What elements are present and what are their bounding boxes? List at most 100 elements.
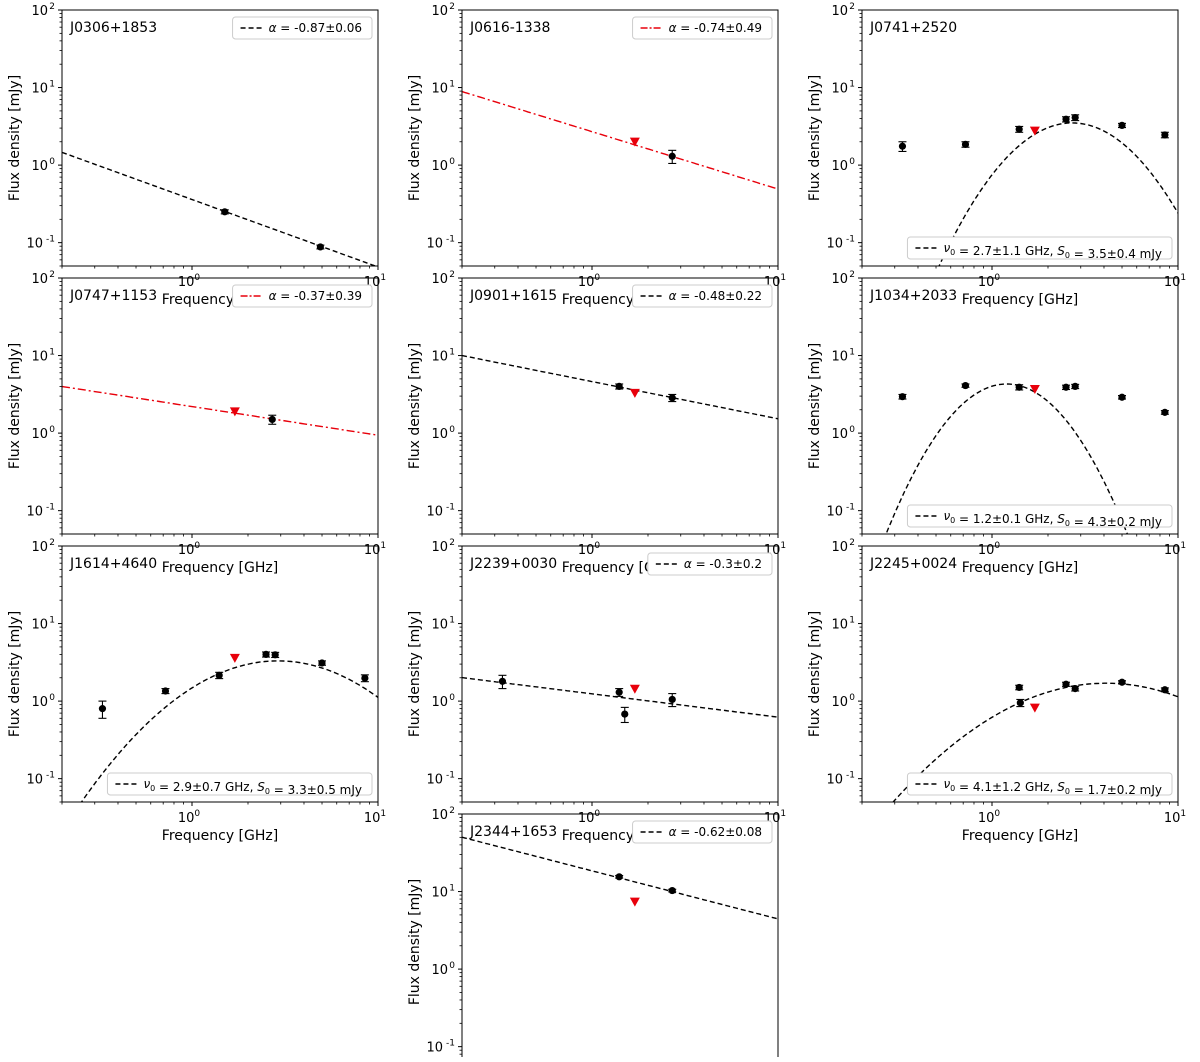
y-axis-label: Flux density [mJy]: [807, 611, 823, 737]
data-marker: [961, 140, 970, 148]
data-point-6: [318, 659, 327, 667]
panel-title: J0616-1338: [469, 20, 550, 36]
data-marker: [668, 886, 676, 895]
axes-frame: [461, 9, 779, 267]
y-tick-exponent: 0: [49, 157, 55, 167]
fit-curve: [938, 122, 1178, 266]
y-tick-exponent: 1: [49, 616, 55, 626]
x-tick-label: 101: [1164, 809, 1186, 826]
axes-frame: [61, 9, 379, 267]
y-tick-exponent: 0: [449, 693, 455, 703]
x-tick-label: 100: [578, 273, 601, 290]
fit-curve: [62, 385, 378, 436]
data-marker: [668, 695, 676, 704]
y-axis-label: Flux density [mJy]: [407, 611, 423, 737]
axes-frame: [461, 813, 779, 1062]
legend-label: ν0 = 2.9±0.7 GHz, S0 = 3.3±0.5 mJy: [143, 777, 362, 797]
data-point-1: [498, 674, 507, 690]
data-point-6: [1160, 686, 1169, 694]
data-marker: [1161, 408, 1169, 416]
data-marker: [1071, 382, 1079, 391]
x-axis-label: Frequency [GHz]: [162, 828, 278, 844]
data-point-3: [620, 706, 629, 724]
legend: α = -0.37±0.39: [232, 284, 373, 308]
legend-label: ν0 = 1.2±0.1 GHz, S0 = 4.3±0.2 mJy: [943, 509, 1162, 529]
y-tick-exponent: 2: [849, 270, 855, 280]
legend-label: α = -0.62±0.08: [669, 825, 762, 839]
y-tick-exponent: 1: [49, 348, 55, 358]
y-tick-label: 10: [431, 540, 448, 555]
legend-frame: [632, 820, 773, 844]
data-point-4: [1062, 115, 1071, 123]
y-tick-exponent: -1: [446, 503, 455, 513]
data-point-2: [1016, 698, 1025, 708]
legend: α = -0.74±0.49: [632, 16, 773, 40]
data-point-5: [1071, 113, 1080, 122]
legend-label: ν0 = 4.1±1.2 GHz, S0 = 1.7±0.2 mJy: [943, 777, 1162, 797]
y-tick-exponent: 2: [449, 270, 455, 280]
panel-title: J2344+1653: [469, 824, 557, 840]
data-point-5: [1118, 678, 1127, 686]
panel-title: J1614+4640: [69, 556, 157, 572]
data-marker: [1062, 383, 1070, 391]
legend-frame: [632, 16, 773, 40]
upper-limit-marker: [1029, 703, 1040, 713]
x-axis-label: Frequency [GHz]: [162, 560, 278, 576]
y-axis-label: Flux density [mJy]: [7, 611, 23, 737]
y-axis-label: Flux density [mJy]: [407, 879, 423, 1005]
legend-frame: [906, 236, 1173, 260]
data-point-7: [360, 674, 369, 683]
axes-frame: [861, 545, 1179, 803]
upper-limit-marker: [629, 388, 640, 398]
legend-frame: [906, 504, 1173, 528]
data-marker: [1016, 699, 1024, 707]
data-marker: [215, 671, 223, 679]
data-marker: [1161, 131, 1169, 139]
y-tick-label: 10: [831, 540, 848, 555]
data-point-2: [961, 381, 970, 390]
y-tick-label: 10: [431, 695, 448, 710]
data-marker: [1062, 115, 1070, 123]
data-point-1: [615, 873, 624, 881]
upper-limit-marker: [629, 897, 640, 907]
panel-title: J0901+1615: [469, 288, 557, 304]
y-tick-label: 10: [31, 427, 48, 442]
legend: ν0 = 2.9±0.7 GHz, S0 = 3.3±0.5 mJy: [106, 772, 373, 797]
x-tick-label: 100: [178, 809, 201, 826]
legend-label: ν0 = 2.7±1.1 GHz, S0 = 3.5±0.4 mJy: [943, 241, 1162, 261]
panel-title: J0747+1153: [69, 288, 157, 304]
y-tick-exponent: 2: [49, 270, 55, 280]
y-tick-exponent: 0: [449, 157, 455, 167]
data-marker: [318, 659, 326, 667]
y-axis-label: Flux density [mJy]: [7, 343, 23, 469]
legend-label: α = -0.37±0.39: [269, 289, 362, 303]
y-axis-label: Flux density [mJy]: [7, 75, 23, 201]
axes-frame: [61, 545, 379, 803]
y-tick-label: 10: [31, 159, 48, 174]
data-point-1: [615, 382, 624, 391]
data-marker: [668, 394, 676, 402]
legend-label: α = -0.48±0.22: [669, 289, 762, 303]
data-marker: [262, 650, 270, 659]
fit-curve: [80, 660, 378, 802]
y-tick-label: 10: [831, 618, 848, 633]
legend: α = -0.3±0.2: [647, 552, 773, 576]
data-marker: [898, 393, 907, 401]
x-axis-label: Frequency [GHz]: [962, 828, 1078, 844]
y-tick-exponent: 1: [449, 616, 455, 626]
fit-curve: [885, 383, 1129, 534]
y-tick-label: 10: [31, 272, 48, 287]
y-tick-exponent: -1: [46, 503, 55, 513]
y-tick-exponent: 0: [849, 157, 855, 167]
y-tick-exponent: 1: [849, 616, 855, 626]
axes-frame: [861, 9, 1179, 267]
y-tick-exponent: -1: [446, 1039, 455, 1049]
data-point-6: [1118, 393, 1127, 401]
y-tick-exponent: 2: [449, 538, 455, 548]
data-marker: [1071, 113, 1079, 122]
y-tick-exponent: 0: [449, 425, 455, 435]
upper-limit-marker: [1029, 384, 1040, 394]
